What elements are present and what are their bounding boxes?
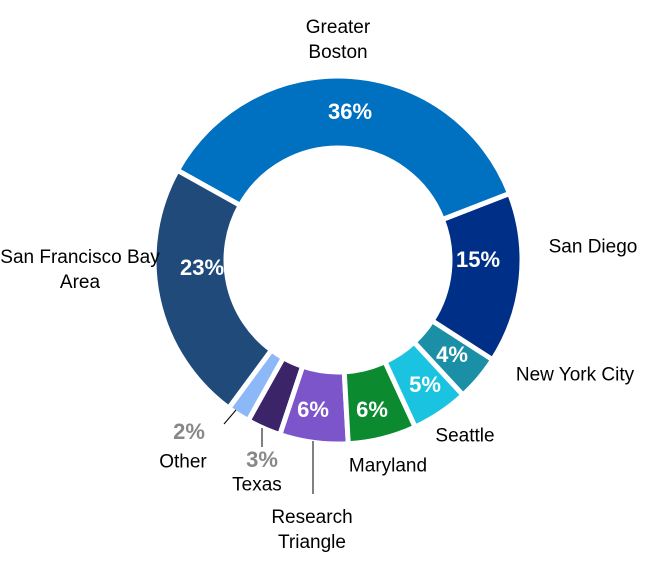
category-label: Texas xyxy=(232,474,282,496)
leader-line xyxy=(223,409,237,425)
category-label: Maryland xyxy=(348,455,428,477)
value-label: 23% xyxy=(179,255,225,280)
category-label: Seattle xyxy=(435,425,495,447)
donut-segment xyxy=(276,363,351,447)
value-label: 4% xyxy=(436,342,468,367)
donut-segment xyxy=(151,166,276,412)
value-label: 3% xyxy=(246,447,278,472)
category-label: San Francisco Bay Area xyxy=(0,247,160,293)
value-label: 2% xyxy=(173,419,205,444)
category-label: Research Triangle xyxy=(271,507,353,553)
category-label: San Diego xyxy=(548,236,638,258)
value-label: 6% xyxy=(297,397,329,422)
value-label: 6% xyxy=(356,397,388,422)
donut-segment xyxy=(173,73,513,223)
value-label: 15% xyxy=(455,247,501,272)
donut-segment xyxy=(410,317,497,399)
category-label: New York City xyxy=(515,364,635,386)
category-label: Other xyxy=(159,451,207,473)
category-label: Greater Boston xyxy=(305,17,371,63)
donut-segment xyxy=(428,190,525,364)
value-label: 5% xyxy=(409,372,441,397)
value-label: 36% xyxy=(327,99,373,124)
donut-segment xyxy=(341,358,419,447)
donut-segment xyxy=(381,338,467,431)
